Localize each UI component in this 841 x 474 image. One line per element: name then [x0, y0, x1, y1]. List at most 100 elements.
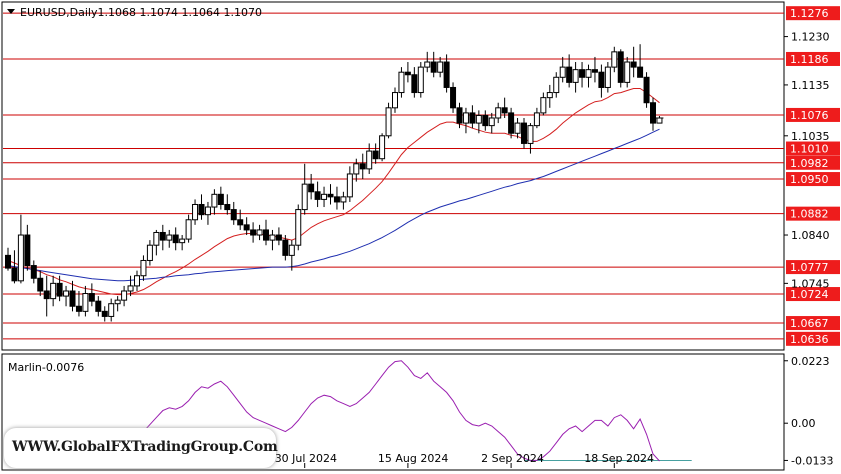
- candle-body: [37, 277, 44, 292]
- candle: [508, 107, 515, 139]
- candle: [75, 290, 82, 317]
- candle: [521, 117, 527, 149]
- watermark-badge: WWW.GlobalFXTradingGroup.Com: [4, 428, 278, 468]
- candle-body: [359, 163, 366, 170]
- candle-body: [263, 229, 269, 241]
- candle-body: [56, 282, 63, 297]
- candle: [192, 199, 199, 225]
- candle-body: [450, 86, 457, 109]
- candle: [392, 87, 398, 113]
- candle: [321, 186, 328, 208]
- candle: [359, 153, 366, 180]
- candle-body: [514, 122, 521, 134]
- header-comma: ,: [66, 6, 70, 19]
- candle-body: [437, 61, 444, 73]
- candle-body: [159, 231, 166, 241]
- candle-body: [217, 193, 224, 205]
- candle-body: [475, 114, 482, 124]
- dropdown-arrow-icon[interactable]: [7, 9, 15, 14]
- candle: [559, 56, 566, 83]
- level-label: 1.0777: [790, 261, 829, 274]
- candle-body: [321, 193, 328, 200]
- candle: [314, 181, 321, 208]
- candle-body: [430, 61, 437, 73]
- candle: [256, 224, 263, 241]
- level-label-box: [786, 141, 840, 156]
- level-label: 1.1010: [790, 143, 829, 156]
- candle: [624, 56, 631, 88]
- candle-body: [585, 69, 592, 78]
- candle-body: [204, 206, 211, 216]
- candle: [198, 194, 205, 220]
- candle: [450, 82, 457, 113]
- candle: [288, 240, 295, 271]
- candle-body: [275, 234, 282, 241]
- candle: [114, 296, 121, 312]
- candle-body: [656, 117, 663, 124]
- candle-body: [456, 107, 463, 124]
- candle: [501, 97, 508, 118]
- candle: [579, 62, 586, 88]
- candle: [82, 285, 89, 317]
- candle-body: [637, 66, 644, 78]
- candle: [43, 275, 50, 317]
- candle: [101, 306, 108, 322]
- candle-body: [82, 293, 89, 312]
- candle-body: [540, 97, 547, 114]
- candle: [411, 67, 418, 98]
- y-tick-label: 1.0745: [791, 277, 830, 290]
- candle-body: [346, 173, 353, 198]
- candle-body: [650, 102, 656, 124]
- level-label-box: [786, 206, 840, 221]
- indicator-header: Marlin-0.0076: [8, 361, 84, 374]
- x-tick-label: 15 Aug 2024: [378, 452, 448, 465]
- candle: [650, 97, 656, 131]
- osc-y-tick-label: 0.0223: [791, 355, 830, 368]
- candle: [69, 280, 76, 312]
- candle-body: [269, 234, 276, 241]
- time-axis: 30 Jul 2024 15 Aug 2024 2 Sep 2024 18 Sep 2…: [275, 452, 654, 468]
- level-label-box: [786, 172, 840, 187]
- candle-body: [521, 122, 527, 144]
- candle-body: [179, 238, 186, 244]
- candle: [224, 194, 231, 215]
- candle-body: [379, 135, 386, 160]
- candle: [495, 102, 502, 124]
- x-tick-label: 18 Sep 2024: [584, 452, 654, 465]
- candle-body: [392, 92, 398, 109]
- level-label: 1.1076: [790, 109, 829, 122]
- candle: [30, 260, 37, 284]
- candle: [37, 270, 44, 297]
- level-label-box: [786, 331, 840, 346]
- candle: [88, 283, 95, 307]
- candle-body: [108, 303, 115, 317]
- candle-body: [385, 107, 392, 137]
- candle: [527, 123, 534, 154]
- candle-body: [153, 231, 160, 246]
- candle: [127, 275, 134, 297]
- timeframe: Daily: [70, 6, 98, 19]
- candle-body: [566, 66, 573, 83]
- candle: [5, 247, 11, 271]
- candle: [598, 64, 605, 98]
- candle-body: [501, 107, 508, 114]
- candle-body: [469, 112, 476, 124]
- candle-body: [553, 76, 560, 94]
- chart-header: EURUSD,Daily1.1068 1.1074 1.1064 1.1070: [20, 6, 262, 19]
- level-label-box: [786, 6, 840, 21]
- candle-body: [417, 66, 424, 94]
- candle: [617, 49, 624, 88]
- candle-body: [134, 275, 140, 287]
- candle-body: [366, 150, 373, 170]
- candle-body: [295, 209, 302, 246]
- candle-body: [50, 282, 57, 300]
- candle-body: [630, 61, 637, 68]
- candle: [469, 105, 476, 129]
- level-lines: [3, 12, 784, 340]
- candle-body: [198, 203, 205, 216]
- y-tick-label: 1.1135: [791, 79, 830, 92]
- candle-body: [443, 61, 450, 88]
- candle: [430, 51, 437, 78]
- candle-body: [411, 74, 418, 94]
